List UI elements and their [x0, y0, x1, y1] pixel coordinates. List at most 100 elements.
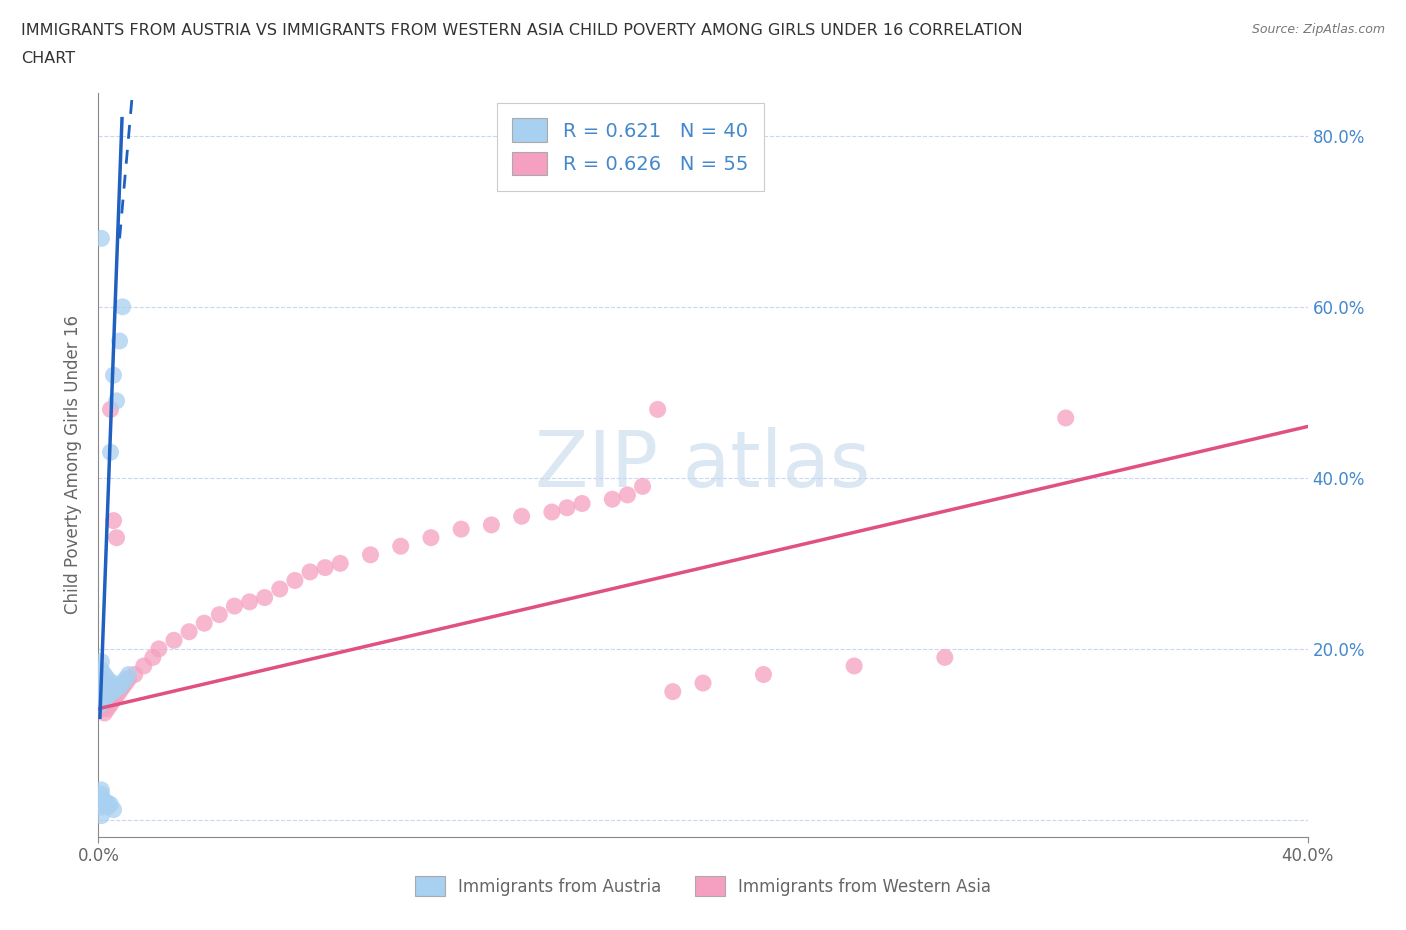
- Point: [90, 701, 112, 716]
- Point: [103, 684, 125, 699]
- Point: [239, 594, 262, 609]
- Point: [103, 803, 125, 817]
- Point: [193, 616, 215, 631]
- Point: [103, 693, 125, 708]
- Point: [647, 402, 669, 417]
- Point: [844, 658, 866, 673]
- Point: [105, 688, 128, 703]
- Point: [100, 402, 122, 417]
- Text: Source: ZipAtlas.com: Source: ZipAtlas.com: [1251, 23, 1385, 36]
- Point: [540, 505, 562, 520]
- Point: [224, 599, 246, 614]
- Point: [90, 654, 112, 669]
- Point: [752, 667, 775, 682]
- Point: [1054, 410, 1077, 425]
- Point: [360, 548, 382, 563]
- Point: [90, 671, 112, 686]
- Point: [96, 795, 118, 810]
- Point: [90, 787, 112, 802]
- Point: [132, 658, 155, 673]
- Point: [284, 573, 307, 588]
- Point: [96, 701, 118, 716]
- Point: [253, 591, 276, 605]
- Point: [692, 675, 714, 690]
- Point: [118, 671, 141, 686]
- Point: [96, 671, 118, 686]
- Text: ZIP atlas: ZIP atlas: [536, 427, 870, 503]
- Point: [111, 675, 134, 690]
- Point: [90, 697, 112, 711]
- Point: [389, 538, 412, 553]
- Point: [90, 231, 112, 246]
- Point: [90, 800, 112, 815]
- Point: [148, 642, 170, 657]
- Point: [420, 530, 443, 545]
- Point: [93, 797, 115, 812]
- Point: [96, 680, 118, 695]
- Point: [103, 675, 125, 690]
- Point: [108, 334, 131, 349]
- Point: [208, 607, 231, 622]
- Point: [124, 667, 146, 682]
- Point: [118, 667, 141, 682]
- Point: [93, 684, 115, 699]
- Point: [105, 680, 128, 695]
- Point: [108, 680, 131, 695]
- Point: [299, 565, 322, 579]
- Point: [661, 684, 683, 699]
- Text: CHART: CHART: [21, 51, 75, 66]
- Point: [329, 556, 352, 571]
- Point: [93, 706, 115, 721]
- Point: [481, 517, 503, 532]
- Point: [555, 500, 578, 515]
- Text: IMMIGRANTS FROM AUSTRIA VS IMMIGRANTS FROM WESTERN ASIA CHILD POVERTY AMONG GIRL: IMMIGRANTS FROM AUSTRIA VS IMMIGRANTS FR…: [21, 23, 1022, 38]
- Point: [108, 684, 131, 699]
- Point: [96, 800, 118, 815]
- Point: [93, 684, 115, 699]
- Legend: Immigrants from Austria, Immigrants from Western Asia: Immigrants from Austria, Immigrants from…: [408, 870, 998, 903]
- Point: [90, 791, 112, 806]
- Point: [90, 663, 112, 678]
- Point: [96, 688, 118, 703]
- Point: [103, 367, 125, 382]
- Point: [90, 688, 112, 703]
- Point: [314, 560, 336, 575]
- Point: [90, 808, 112, 823]
- Point: [510, 509, 533, 524]
- Point: [111, 299, 134, 314]
- Point: [616, 487, 638, 502]
- Point: [114, 675, 136, 690]
- Point: [100, 797, 122, 812]
- Point: [571, 496, 593, 511]
- Point: [93, 693, 115, 708]
- Point: [105, 530, 128, 545]
- Point: [142, 650, 165, 665]
- Point: [105, 680, 128, 695]
- Point: [100, 445, 122, 459]
- Point: [269, 581, 291, 596]
- Point: [90, 693, 112, 708]
- Point: [103, 513, 125, 528]
- Point: [96, 688, 118, 703]
- Y-axis label: Child Poverty Among Girls Under 16: Child Poverty Among Girls Under 16: [65, 315, 83, 615]
- Point: [179, 624, 201, 639]
- Point: [93, 793, 115, 808]
- Point: [934, 650, 956, 665]
- Point: [90, 782, 112, 797]
- Point: [90, 671, 112, 686]
- Point: [631, 479, 654, 494]
- Point: [90, 680, 112, 695]
- Point: [100, 686, 122, 701]
- Point: [93, 693, 115, 708]
- Point: [114, 671, 136, 686]
- Point: [93, 675, 115, 690]
- Point: [602, 492, 624, 507]
- Point: [90, 795, 112, 810]
- Point: [100, 697, 122, 711]
- Point: [93, 667, 115, 682]
- Point: [105, 393, 128, 408]
- Point: [450, 522, 472, 537]
- Point: [111, 680, 134, 695]
- Point: [163, 633, 186, 648]
- Point: [90, 680, 112, 695]
